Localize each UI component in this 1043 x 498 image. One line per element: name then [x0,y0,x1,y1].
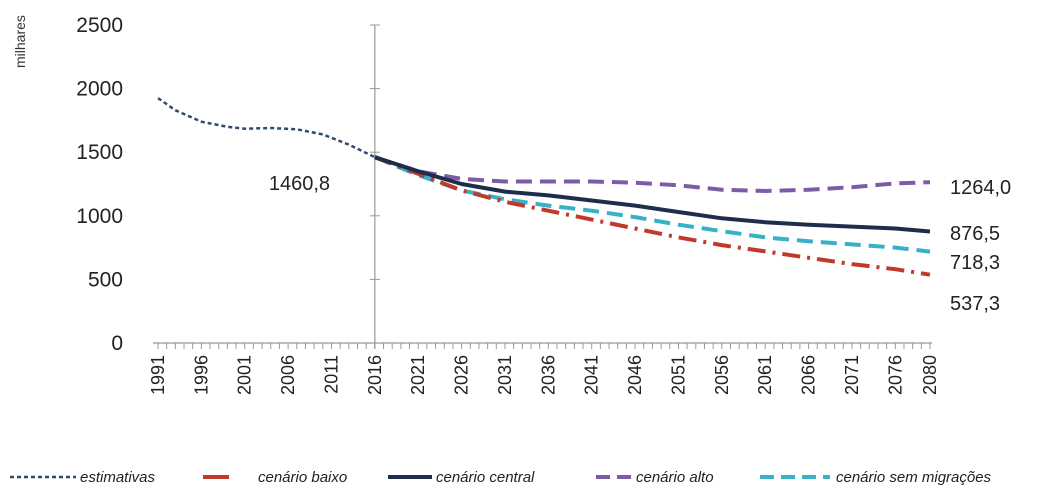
y-tick-label: 1000 [76,205,123,228]
x-tick-label: 2066 [799,355,819,395]
y-tick-labels: 0 500 1000 1500 2000 2500 [76,14,123,355]
series-line-0 [157,97,376,159]
legend-label-4: cenário sem migrações [836,469,992,486]
y-tick-label: 1500 [76,141,123,164]
x-tick-label: 2006 [278,355,298,395]
series-line-2 [374,155,931,234]
x-tick-labels: 1991 1996 2001 2006 2011 2016 2021 2026 2031 2036… [148,355,940,395]
end-label-4: 718,3 [950,252,1000,274]
end-labels: 537,3 876,5 1264,0 718,3 [950,177,1011,315]
x-tick-label: 2041 [582,355,602,395]
x-tick-label: 2001 [235,355,255,395]
y-tick-label: 0 [111,332,123,355]
x-tick-label: 2031 [495,355,515,395]
x-tick-label: 2076 [885,355,905,395]
legend-label-2: cenário central [436,469,535,486]
x-tick-label: 2011 [321,355,341,394]
legend-label-1: cenário baixo [258,469,347,486]
x-tick-label: 2016 [365,355,385,395]
x-tick-label: 2021 [408,355,428,395]
x-tick-label: 1996 [191,355,211,395]
series-line-1 [374,155,931,277]
series-line-3 [374,155,931,193]
legend-label-0: estimativas [80,469,156,486]
x-tick-label: 2061 [755,355,775,395]
y-axis-label: milhares [12,15,28,68]
x-tick-label: 1991 [148,355,168,395]
x-tick-label: 2071 [842,355,862,395]
end-label-2: 876,5 [950,223,1000,245]
x-tick-label: 2046 [625,355,645,395]
y-tick-label: 500 [88,268,123,291]
legend-label-3: cenário alto [636,469,714,486]
legend: estimativas cenário baixo cenário central c… [10,469,992,486]
x-tick-label: 2026 [452,355,472,395]
x-tick-label: 2051 [668,355,688,395]
end-label-3: 1264,0 [950,177,1011,199]
series-lines [157,97,931,277]
axes [153,24,932,349]
end-label-1: 537,3 [950,293,1000,315]
y-tick-label: 2500 [76,14,123,37]
base-value-annotation: 1460,8 [269,173,330,195]
x-tick-label: 2056 [712,355,732,395]
series-line-4 [374,155,931,254]
x-tick-label: 2036 [538,355,558,395]
x-tick-label: 2080 [920,355,940,395]
y-tick-label: 2000 [76,78,123,101]
annotations: 1460,8 [269,173,330,195]
